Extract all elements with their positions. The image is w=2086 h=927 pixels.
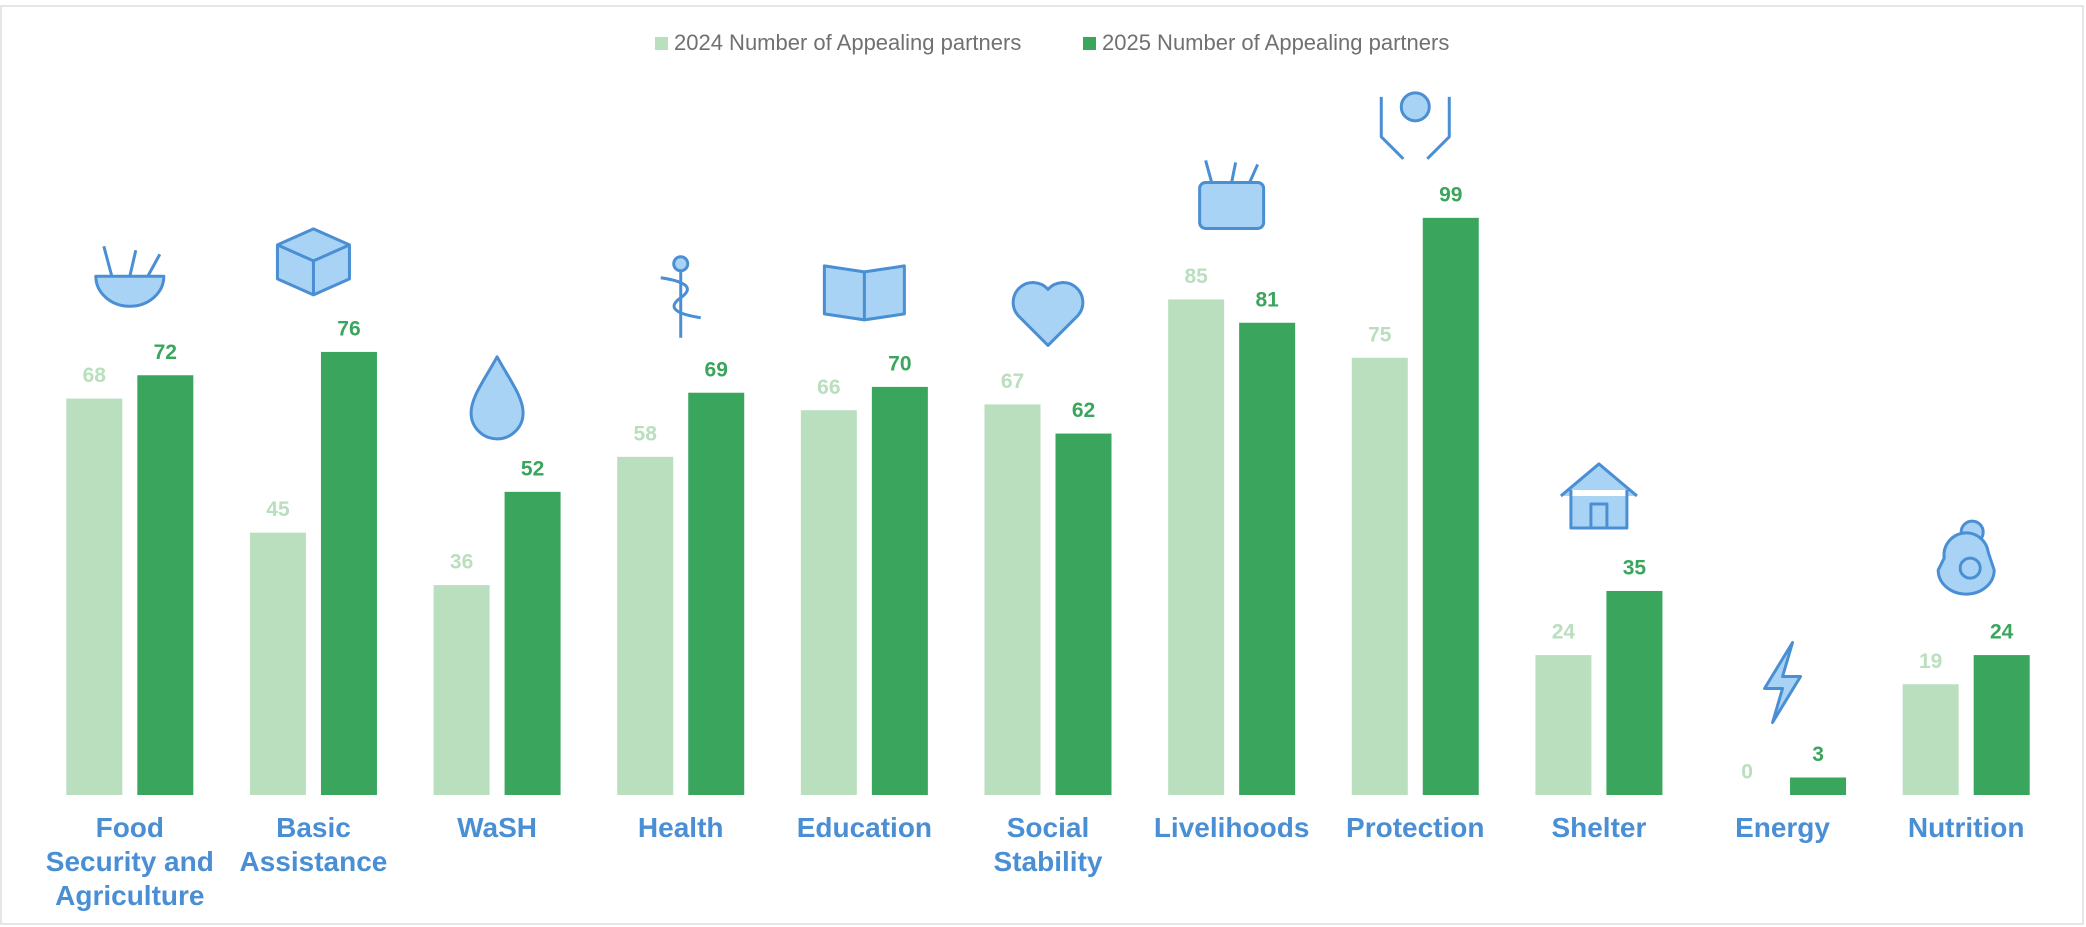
icon-shape xyxy=(1559,462,1638,530)
bar xyxy=(1168,299,1225,795)
bar xyxy=(617,456,674,795)
bar xyxy=(1055,433,1112,795)
value-label: 67 xyxy=(1001,370,1024,393)
icon-shape xyxy=(94,274,166,308)
value-label: 76 xyxy=(337,317,360,340)
icon-shape xyxy=(1011,281,1085,347)
legend-swatch xyxy=(1083,37,1096,50)
category-icon xyxy=(1011,281,1085,347)
icon-shape xyxy=(1958,556,1982,580)
value-label: 36 xyxy=(450,551,473,574)
value-label: 35 xyxy=(1623,556,1647,579)
bar xyxy=(1351,357,1408,795)
icon-shape xyxy=(469,355,525,441)
value-label: 70 xyxy=(888,352,911,375)
bar xyxy=(1790,777,1847,795)
category-icon xyxy=(822,264,906,322)
category-icon xyxy=(275,227,351,297)
icon-shape xyxy=(1198,180,1266,230)
value-label: 52 xyxy=(521,457,544,480)
bar xyxy=(320,351,377,795)
x-tick-label: Protection xyxy=(1346,812,1485,843)
value-label: 75 xyxy=(1368,323,1392,346)
icon-shape xyxy=(1399,91,1431,123)
value-label: 85 xyxy=(1184,265,1208,288)
bar xyxy=(137,375,194,795)
category-icon xyxy=(1198,160,1266,230)
icon-shape xyxy=(102,245,162,277)
x-tick-label: Food Security and Agriculture xyxy=(45,812,214,911)
x-tick-label: WaSH xyxy=(457,812,537,843)
icon-shape xyxy=(1204,160,1260,184)
value-label: 66 xyxy=(817,376,840,399)
legend-label: 2024 Number of Appealing partners xyxy=(674,30,1021,55)
x-tick-label: Health xyxy=(637,812,724,843)
icon-shape xyxy=(276,243,351,295)
category-icon xyxy=(469,355,525,441)
value-label: 81 xyxy=(1255,288,1279,311)
bar xyxy=(249,532,306,795)
bar xyxy=(66,398,123,795)
bar xyxy=(871,386,928,795)
icon-shape xyxy=(672,255,690,273)
bar xyxy=(1606,590,1663,795)
value-label: 62 xyxy=(1072,399,1095,422)
value-label: 69 xyxy=(705,358,728,381)
category-icon xyxy=(1379,91,1451,160)
category-icon xyxy=(1763,641,1803,725)
category-icon xyxy=(94,245,166,308)
category-icon xyxy=(1936,519,1996,596)
bar xyxy=(688,392,745,795)
bar xyxy=(1239,322,1296,795)
x-tick-label: Shelter xyxy=(1551,812,1647,843)
value-label: 19 xyxy=(1919,650,1942,673)
x-tick-label: Nutrition xyxy=(1907,812,2025,843)
x-tick-label: Social Stability xyxy=(993,812,1103,877)
legend-swatch xyxy=(655,37,668,50)
bar xyxy=(1902,684,1959,795)
x-tick-label: Education xyxy=(796,812,933,843)
value-label: 99 xyxy=(1439,183,1462,206)
bar xyxy=(1422,217,1479,795)
value-label: 72 xyxy=(154,341,177,364)
value-label: 0 xyxy=(1741,761,1753,784)
icon-shape xyxy=(660,276,701,320)
legend-label: 2025 Number of Appealing partners xyxy=(1102,30,1449,55)
category-icon xyxy=(660,255,701,338)
x-tick-label: Energy xyxy=(1735,812,1830,843)
value-label: 58 xyxy=(634,422,658,445)
icon-shape xyxy=(1379,96,1451,160)
bar xyxy=(984,404,1041,795)
frame xyxy=(0,5,2084,925)
category-icon xyxy=(1559,462,1638,530)
x-tick-label: Livelihoods xyxy=(1153,812,1310,843)
bar xyxy=(1535,655,1592,795)
value-label: 68 xyxy=(83,364,107,387)
value-label: 24 xyxy=(1552,621,1576,644)
icon-shape xyxy=(1763,641,1803,725)
icon-shape xyxy=(1589,502,1609,530)
bar xyxy=(504,491,561,795)
bar xyxy=(1973,655,2030,795)
bar xyxy=(433,585,490,795)
value-label: 45 xyxy=(266,498,290,521)
value-label: 24 xyxy=(1990,621,2014,644)
value-label: 3 xyxy=(1812,743,1824,766)
bar xyxy=(800,410,857,795)
x-tick-label: Basic Assistance xyxy=(239,812,388,877)
